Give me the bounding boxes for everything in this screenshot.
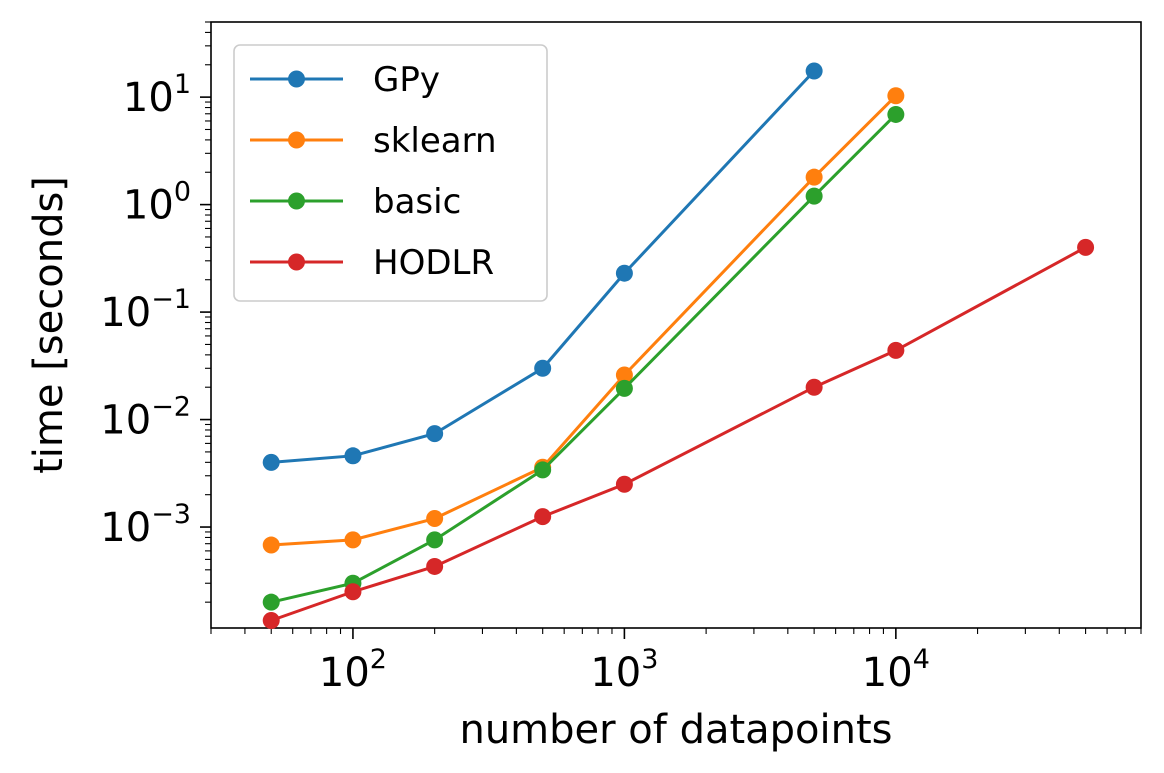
data-point (615, 264, 633, 282)
series-gpy (262, 62, 823, 471)
legend-label: sklearn (373, 121, 497, 161)
legend-label: GPy (373, 60, 440, 100)
x-tick-label: 102 (319, 644, 387, 696)
series-hodlr (262, 238, 1095, 630)
legend-item-hodlr: HODLR (250, 243, 494, 283)
legend-marker (288, 253, 305, 271)
x-axis: 102 103 104 (210, 628, 1142, 696)
data-point (805, 168, 823, 186)
data-point (262, 536, 280, 554)
legend-box (233, 44, 548, 302)
data-point (534, 359, 552, 377)
legend-marker (288, 70, 305, 88)
data-point (344, 447, 362, 465)
series-line (270, 246, 1087, 622)
data-point (534, 508, 552, 526)
data-point (805, 62, 823, 80)
legend-marker (288, 131, 305, 149)
y-tick-label: 10−2 (100, 392, 191, 444)
legend-item-gpy: GPy (250, 60, 440, 100)
legend-label: HODLR (373, 243, 494, 283)
data-point (615, 379, 633, 397)
data-point (426, 510, 444, 528)
y-tick-label: 100 (123, 177, 191, 229)
legend-label: basic (373, 182, 461, 222)
data-point (615, 475, 633, 493)
legend: GPy sklearn basic HODLR (233, 44, 548, 302)
y-axis-label: time [seconds] (26, 176, 72, 474)
x-tick-label: 103 (590, 644, 658, 696)
legend-item-sklearn: sklearn (250, 121, 497, 161)
y-tick-label: 10−3 (100, 499, 191, 551)
data-point (887, 341, 905, 359)
data-point (262, 453, 280, 471)
data-point (1077, 238, 1095, 256)
data-point (426, 531, 444, 549)
data-point (805, 378, 823, 396)
data-point (887, 87, 905, 105)
series-layer (262, 62, 1095, 630)
x-tick-label: 104 (862, 644, 930, 696)
legend-item-basic: basic (250, 182, 461, 222)
x-axis-label: number of datapoints (459, 707, 892, 753)
plot-area (210, 21, 1142, 629)
data-point (805, 187, 823, 205)
series-basic (262, 105, 905, 611)
data-point (344, 583, 362, 601)
data-point (262, 593, 280, 611)
data-point (887, 105, 905, 123)
plot-frame (210, 21, 1142, 629)
y-tick-label: 10−1 (100, 284, 191, 336)
data-point (262, 612, 280, 630)
data-point (344, 531, 362, 549)
data-point (534, 461, 552, 479)
y-tick-label: 101 (123, 69, 191, 121)
data-point (426, 425, 444, 443)
data-point (615, 366, 633, 384)
y-axis: 10−3 10−2 10−1 100 101 (100, 21, 211, 603)
series-line (271, 69, 816, 464)
legend-marker (288, 192, 305, 210)
data-point (426, 557, 444, 575)
